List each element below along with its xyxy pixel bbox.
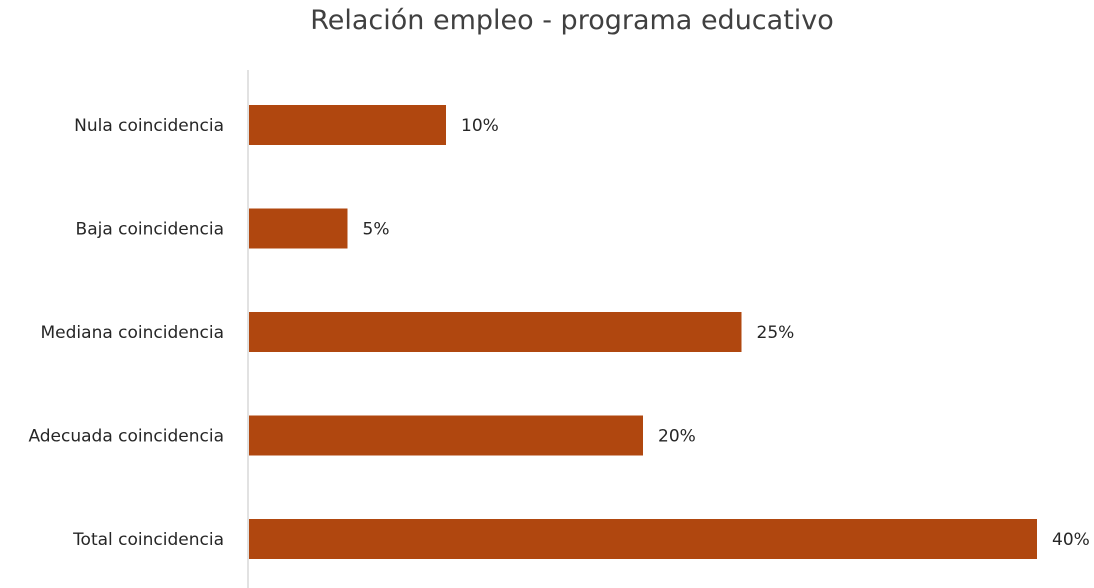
- category-label-1: Nula coincidencia: [74, 116, 224, 136]
- category-label-3: Mediana coincidencia: [41, 323, 224, 343]
- bars-group: Nula coincidencia 10% Baja coincidencia 5% M…: [28, 105, 1090, 559]
- bar-4: [249, 415, 643, 456]
- value-label-5: 40%: [1052, 530, 1090, 550]
- bar-5: [249, 519, 1037, 559]
- chart-title: Relación empleo - programa educativo: [310, 5, 834, 36]
- value-label-1: 10%: [461, 116, 499, 136]
- bar-1: [249, 105, 446, 145]
- value-label-4: 20%: [658, 427, 696, 447]
- value-label-3: 25%: [757, 323, 795, 343]
- category-label-4: Adecuada coincidencia: [28, 427, 224, 447]
- value-label-2: 5%: [363, 220, 390, 240]
- category-label-5: Total coincidencia: [72, 530, 224, 550]
- bar-2: [249, 208, 348, 249]
- category-label-2: Baja coincidencia: [76, 220, 224, 240]
- bar-3: [249, 312, 742, 352]
